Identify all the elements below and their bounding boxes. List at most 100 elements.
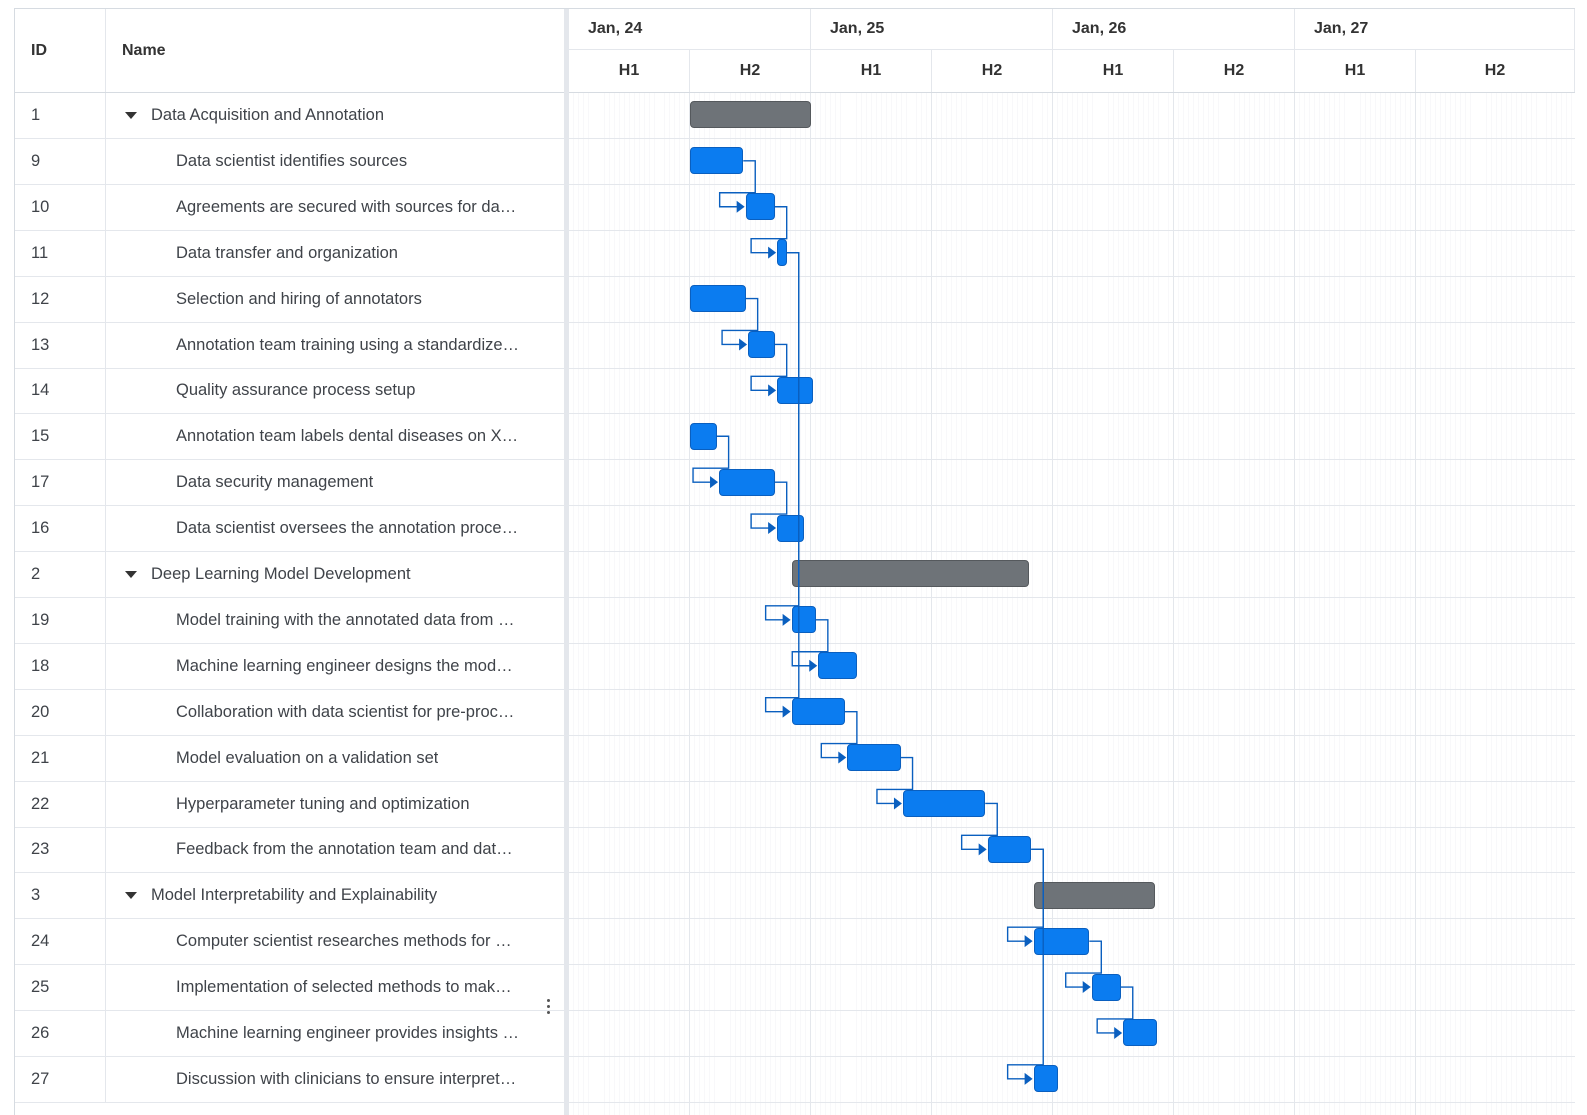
row-name: Data scientist identifies sources: [176, 151, 408, 170]
task-row[interactable]: 14 Quality assurance process setup: [15, 368, 564, 415]
column-header-name[interactable]: Name: [122, 41, 166, 59]
task-row[interactable]: 20 Collaboration with data scientist for …: [15, 689, 564, 736]
row-name: Data transfer and organization: [176, 243, 398, 262]
timeline-row: [569, 323, 1575, 369]
task-row[interactable]: 17 Data security management: [15, 460, 564, 507]
task-bar-12[interactable]: [690, 285, 746, 313]
task-grid: ID Name 1 Data Acquisition and Annotation…: [15, 9, 564, 1115]
scale-half-4: H1: [1053, 50, 1174, 92]
collapse-toggle-icon[interactable]: [125, 112, 137, 119]
project-bar-1[interactable]: [690, 101, 811, 129]
task-bar-25[interactable]: [1091, 973, 1121, 1001]
row-name: Annotation team training using a standar…: [176, 335, 520, 354]
task-row[interactable]: 12 Selection and hiring of annotators: [15, 276, 564, 323]
row-id: 1: [15, 93, 106, 138]
timeline-row: [569, 185, 1575, 231]
grid-resizer[interactable]: [564, 9, 569, 1115]
task-bar-19[interactable]: [791, 606, 816, 634]
row-name: Hyperparameter tuning and optimization: [176, 794, 470, 813]
timeline-row: [569, 506, 1575, 553]
task-row[interactable]: 27 Discussion with clinicians to ensure i…: [15, 1056, 564, 1103]
project-bar-3[interactable]: [1033, 881, 1155, 909]
task-bar-22[interactable]: [902, 789, 986, 817]
scale-year-3: Jan, 27: [1295, 9, 1575, 50]
task-bar-23[interactable]: [987, 835, 1032, 863]
task-row[interactable]: 16 Data scientist oversees the annotation…: [15, 506, 564, 553]
row-id: 25: [15, 965, 106, 1011]
row-name: Quality assurance process setup: [176, 381, 416, 400]
task-row[interactable]: 24 Computer scientist researches methods …: [15, 919, 564, 966]
scale-year-2: Jan, 26: [1053, 9, 1295, 50]
timeline-row: [569, 598, 1575, 644]
task-row[interactable]: 13 Annotation team training using a stand…: [15, 322, 564, 369]
project-row[interactable]: 2 Deep Learning Model Development: [15, 552, 564, 598]
half-divider: [1173, 93, 1174, 1115]
task-bar-26[interactable]: [1123, 1019, 1158, 1047]
timeline-row: [569, 368, 1575, 415]
row-name-cell: Implementation of selected methods to ma…: [107, 965, 547, 1010]
row-id: 12: [15, 276, 106, 322]
collapse-toggle-icon[interactable]: [125, 892, 137, 900]
collapse-toggle-icon[interactable]: [125, 571, 137, 578]
task-row[interactable]: 19 Model training with the annotated data…: [15, 597, 564, 644]
scale-year-1: Jan, 25: [811, 9, 1053, 50]
row-name-cell: Model evaluation on a validation set: [107, 736, 547, 781]
row-name-cell: Annotation team training using a standar…: [107, 323, 547, 368]
task-row[interactable]: 15 Annotation team labels dental diseases…: [15, 414, 564, 461]
row-name: Data security management: [176, 473, 374, 492]
task-bar-14[interactable]: [777, 376, 814, 404]
task-row[interactable]: 18 Machine learning engineer designs the …: [15, 643, 564, 690]
grid-header: ID Name: [15, 9, 564, 93]
project-bar-2[interactable]: [791, 560, 1029, 588]
project-row[interactable]: 1 Data Acquisition and Annotation: [15, 93, 564, 139]
task-bar-20[interactable]: [791, 698, 845, 726]
project-row[interactable]: 3 Model Interpretability and Explainabili…: [15, 873, 564, 920]
timeline-row: [569, 1057, 1575, 1103]
timeline-row: [569, 873, 1575, 920]
timeline-row: [569, 277, 1575, 323]
task-bar-15[interactable]: [690, 422, 717, 450]
scale-half-1: H2: [690, 50, 811, 92]
row-id: 26: [15, 1011, 106, 1056]
row-id: 14: [15, 368, 106, 414]
row-id: 9: [15, 138, 106, 184]
task-bar-11[interactable]: [777, 239, 787, 267]
scale-half-3: H2: [932, 50, 1053, 92]
row-name: Computer scientist researches methods fo…: [176, 932, 512, 951]
row-name: Model evaluation on a validation set: [176, 748, 439, 767]
row-name-cell: Quality assurance process setup: [107, 368, 547, 413]
task-row[interactable]: 22 Hyperparameter tuning and optimization: [15, 781, 564, 828]
task-bar-13[interactable]: [748, 330, 775, 358]
row-name: Deep Learning Model Development: [151, 565, 411, 583]
task-bar-16[interactable]: [777, 514, 804, 542]
task-row[interactable]: 23 Feedback from the annotation team and …: [15, 827, 564, 874]
row-name: Model training with the annotated data f…: [176, 610, 515, 629]
task-row[interactable]: 9 Data scientist identifies sources: [15, 138, 564, 185]
task-row[interactable]: 11 Data transfer and organization: [15, 230, 564, 277]
task-bar-10[interactable]: [745, 193, 775, 221]
scale-half-7: H2: [1416, 50, 1575, 92]
task-bar-18[interactable]: [818, 652, 857, 680]
row-name-cell: Agreements are secured with sources for …: [107, 185, 547, 230]
task-bar-24[interactable]: [1033, 927, 1090, 955]
scale-half-0: H1: [569, 50, 690, 92]
task-row[interactable]: 26 Machine learning engineer provides ins…: [15, 1011, 564, 1057]
row-id: 23: [15, 827, 106, 873]
task-row[interactable]: 21 Model evaluation on a validation set: [15, 735, 564, 782]
resize-handle-icon[interactable]: [547, 999, 551, 1017]
half-divider: [1294, 93, 1295, 1115]
task-bar-27[interactable]: [1033, 1065, 1058, 1093]
task-row[interactable]: 25 Implementation of selected methods to …: [15, 965, 564, 1012]
row-id: 16: [15, 506, 106, 552]
task-bar-21[interactable]: [847, 744, 901, 772]
row-name: Implementation of selected methods to ma…: [176, 978, 512, 997]
row-name: Discussion with clinicians to ensure int…: [176, 1069, 517, 1088]
task-bar-17[interactable]: [719, 468, 775, 496]
task-bar-9[interactable]: [690, 147, 744, 175]
timeline-row: [569, 690, 1575, 736]
timeline-row: [569, 460, 1575, 507]
task-row[interactable]: 10 Agreements are secured with sources fo…: [15, 184, 564, 231]
column-header-id[interactable]: ID: [15, 9, 106, 92]
row-name-cell: Computer scientist researches methods fo…: [107, 919, 547, 964]
row-name-cell: Data security management: [107, 460, 547, 505]
